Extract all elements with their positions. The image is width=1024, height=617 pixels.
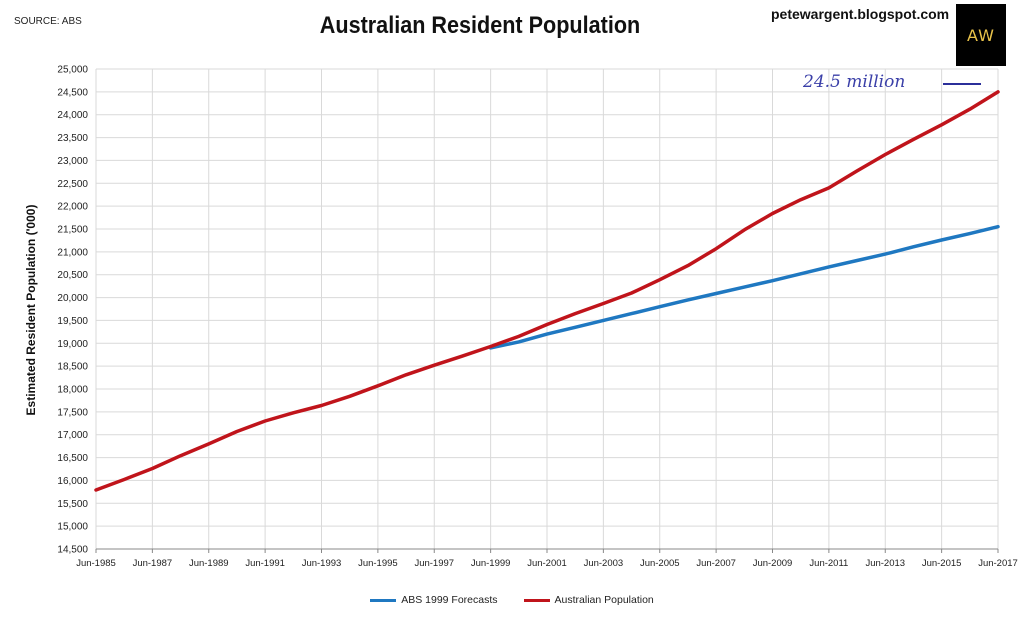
x-tick-label: Jun-1987 xyxy=(133,558,173,569)
legend-swatch-forecast xyxy=(370,598,397,602)
y-tick-label: 16,000 xyxy=(57,476,88,487)
x-tick-label: Jun-1985 xyxy=(76,558,116,569)
x-tick-label: Jun-2003 xyxy=(584,558,624,569)
legend-item-population: Australian Population xyxy=(523,594,654,606)
y-tick-label: 19,500 xyxy=(57,316,88,327)
aw-logo: AW xyxy=(956,4,1006,66)
x-tick-label: Jun-2001 xyxy=(527,558,567,569)
x-tick-label: Jun-2013 xyxy=(865,558,905,569)
y-tick-label: 22,000 xyxy=(57,202,88,213)
y-tick-label: 19,000 xyxy=(57,339,88,350)
x-tick-label: Jun-2015 xyxy=(922,558,962,569)
y-tick-label: 15,500 xyxy=(57,499,88,510)
y-tick-label: 25,000 xyxy=(57,65,88,76)
x-tick-label: Jun-1997 xyxy=(414,558,454,569)
y-tick-label: 18,500 xyxy=(57,362,88,373)
x-tick-label: Jun-1995 xyxy=(358,558,398,569)
y-tick-label: 20,500 xyxy=(57,270,88,281)
x-tick-label: Jun-1999 xyxy=(471,558,511,569)
y-axis-label: Estimated Resident Population ('000) xyxy=(24,204,38,416)
x-tick-label: Jun-1993 xyxy=(302,558,342,569)
y-tick-label: 22,500 xyxy=(57,179,88,190)
chart-title: Australian Resident Population xyxy=(319,12,641,39)
x-tick-label: Jun-1989 xyxy=(189,558,229,569)
y-tick-label: 15,000 xyxy=(57,522,88,533)
x-tick-label: Jun-2009 xyxy=(753,558,793,569)
legend-item-forecast: ABS 1999 Forecasts xyxy=(370,594,498,606)
y-tick-label: 20,000 xyxy=(57,293,88,304)
legend-swatch-population xyxy=(523,598,550,602)
y-tick-label: 23,500 xyxy=(57,133,88,144)
annotation-line xyxy=(943,83,981,85)
legend: ABS 1999 Forecasts Australian Population xyxy=(0,594,1024,606)
x-tick-label: Jun-1991 xyxy=(245,558,285,569)
y-tick-label: 18,000 xyxy=(57,385,88,396)
y-tick-label: 16,500 xyxy=(57,453,88,464)
source-label: SOURCE: ABS xyxy=(14,16,82,27)
annotation-label: 24.5 million xyxy=(803,72,906,92)
y-tick-label: 17,000 xyxy=(57,430,88,441)
x-tick-label: Jun-2011 xyxy=(809,558,848,569)
legend-label-population: Australian Population xyxy=(554,594,654,606)
legend-label-forecast: ABS 1999 Forecasts xyxy=(401,594,498,606)
abs-1999-forecast-line xyxy=(488,224,1000,350)
y-tick-label: 21,500 xyxy=(57,225,88,236)
australian-population-line xyxy=(94,90,1000,492)
blog-url: petewargent.blogspot.com xyxy=(771,6,950,22)
y-tick-label: 24,000 xyxy=(57,110,88,121)
x-tick-label: Jun-2017 xyxy=(978,558,1018,569)
y-tick-label: 17,500 xyxy=(57,407,88,418)
x-tick-label: Jun-2005 xyxy=(640,558,680,569)
y-tick-label: 24,500 xyxy=(57,87,88,98)
x-tick-label: Jun-2007 xyxy=(696,558,736,569)
y-tick-label: 14,500 xyxy=(57,545,88,556)
y-tick-label: 21,000 xyxy=(57,247,88,258)
y-tick-label: 23,000 xyxy=(57,156,88,167)
